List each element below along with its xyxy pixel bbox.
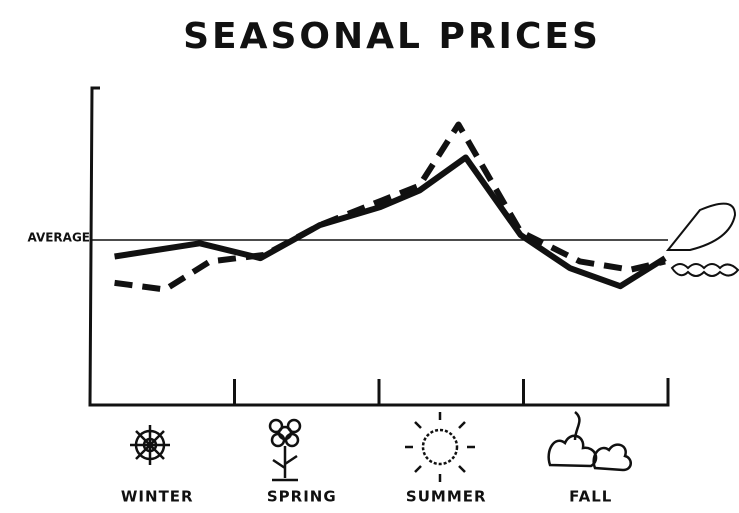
winter-icon [130,425,170,465]
x-category-label: WINTER [121,488,194,506]
x-category-label: SUMMER [406,488,487,506]
spring-icon [270,420,300,480]
peanut-icon [672,264,738,276]
season-icons [130,412,631,482]
fall-icon [549,412,631,470]
chart-title: SEASONAL PRICES [183,16,601,57]
corn-icon [668,204,735,250]
x-category-label: SPRING [267,488,337,506]
data-line [115,125,666,290]
x-category-label: FALL [569,488,612,506]
reference-label: AVERAGE [27,231,90,245]
summer-icon [405,412,475,482]
chart: SEASONAL PRICES WINTER SPRING SUMMER FALL AV… [0,0,739,513]
end-decorations [668,204,738,276]
